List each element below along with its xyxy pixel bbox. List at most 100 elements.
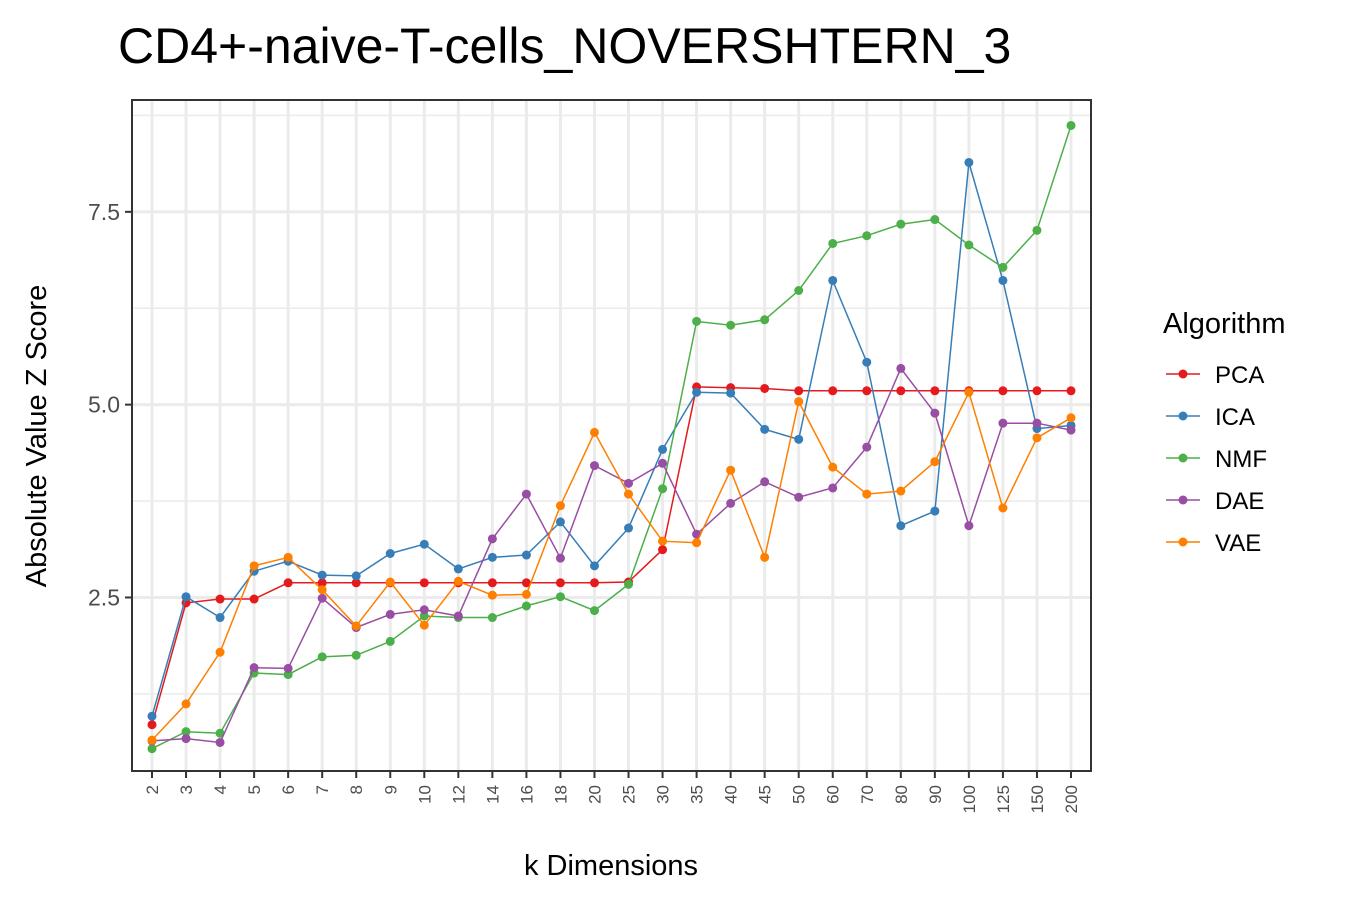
legend-item-pca: PCA bbox=[1166, 362, 1264, 389]
data-point-ica bbox=[862, 357, 872, 367]
data-point-ica bbox=[385, 549, 395, 559]
series-vae bbox=[147, 387, 1076, 745]
data-point-nmf bbox=[147, 744, 157, 754]
data-point-vae bbox=[215, 647, 225, 657]
data-point-nmf bbox=[215, 728, 225, 738]
legend-key-point bbox=[1178, 411, 1188, 421]
data-point-nmf bbox=[760, 315, 770, 325]
legend-title: Algorithm bbox=[1163, 308, 1286, 340]
x-tick-label: 30 bbox=[654, 785, 673, 804]
data-point-vae bbox=[521, 589, 531, 599]
data-point-dae bbox=[998, 418, 1008, 428]
data-point-dae bbox=[658, 458, 668, 468]
x-tick-label: 45 bbox=[756, 785, 775, 804]
legend-key-point bbox=[1178, 453, 1188, 463]
data-point-vae bbox=[930, 457, 940, 467]
data-point-ica bbox=[215, 613, 225, 623]
data-point-dae bbox=[794, 492, 804, 502]
data-point-nmf bbox=[487, 613, 497, 623]
x-tick-label: 4 bbox=[211, 785, 230, 794]
x-tick-label: 70 bbox=[858, 785, 877, 804]
x-tick-label: 50 bbox=[790, 785, 809, 804]
x-tick-label: 25 bbox=[620, 785, 639, 804]
data-point-pca bbox=[1032, 386, 1042, 396]
x-tick-label: 150 bbox=[1028, 785, 1047, 813]
data-point-ica bbox=[147, 711, 157, 721]
data-point-pca bbox=[589, 578, 599, 588]
data-point-ica bbox=[521, 550, 531, 560]
legend-label: NMF bbox=[1215, 446, 1267, 473]
data-point-nmf bbox=[726, 320, 736, 330]
data-point-vae bbox=[181, 699, 191, 709]
data-point-nmf bbox=[1032, 225, 1042, 235]
data-point-nmf bbox=[283, 670, 293, 680]
x-tick-label: 8 bbox=[347, 785, 366, 794]
data-point-ica bbox=[487, 552, 497, 562]
legend-key-point bbox=[1178, 495, 1188, 505]
x-tick-label: 40 bbox=[722, 785, 741, 804]
series-line-ica bbox=[151, 162, 1072, 717]
y-tick-label: 2.5 bbox=[88, 584, 120, 610]
data-point-vae bbox=[589, 427, 599, 437]
y-tick-label: 5.0 bbox=[88, 392, 120, 418]
data-point-nmf bbox=[589, 606, 599, 616]
data-point-vae bbox=[658, 536, 668, 546]
data-point-ica bbox=[896, 521, 906, 531]
data-point-vae bbox=[760, 552, 770, 562]
data-point-ica bbox=[453, 564, 463, 574]
data-point-dae bbox=[760, 477, 770, 487]
data-point-pca bbox=[828, 386, 838, 396]
x-tick-label: 20 bbox=[585, 785, 604, 804]
data-point-vae bbox=[828, 462, 838, 472]
data-point-vae bbox=[283, 552, 293, 562]
data-point-pca bbox=[487, 578, 497, 588]
data-point-vae bbox=[896, 486, 906, 496]
data-point-pca bbox=[419, 578, 429, 588]
data-point-pca bbox=[249, 594, 259, 604]
data-point-pca bbox=[215, 594, 225, 604]
legend-label: PCA bbox=[1215, 362, 1264, 389]
legend-item-vae: VAE bbox=[1166, 530, 1261, 557]
legend-key-point bbox=[1178, 369, 1188, 379]
legend-item-ica: ICA bbox=[1166, 404, 1255, 431]
data-point-ica bbox=[794, 434, 804, 444]
data-point-nmf bbox=[624, 579, 634, 589]
data-point-pca bbox=[794, 386, 804, 396]
data-point-nmf bbox=[964, 240, 974, 250]
data-point-dae bbox=[181, 734, 191, 744]
legend: Algorithm PCA ICA NMF DAE VAE bbox=[1163, 308, 1286, 557]
data-point-vae bbox=[453, 576, 463, 586]
data-point-pca bbox=[521, 578, 531, 588]
data-point-ica bbox=[351, 571, 361, 581]
data-point-dae bbox=[453, 611, 463, 621]
data-point-ica bbox=[964, 157, 974, 167]
data-point-ica bbox=[760, 424, 770, 434]
data-point-ica bbox=[658, 444, 668, 454]
data-point-vae bbox=[351, 621, 361, 631]
x-tick-label: 14 bbox=[483, 785, 502, 804]
data-point-ica bbox=[930, 506, 940, 516]
x-tick-label: 10 bbox=[415, 785, 434, 804]
data-point-vae bbox=[862, 489, 872, 499]
data-point-vae bbox=[555, 501, 565, 511]
legend-item-nmf: NMF bbox=[1166, 446, 1267, 473]
data-point-dae bbox=[589, 461, 599, 471]
legend-label: DAE bbox=[1215, 488, 1264, 515]
series-line-dae bbox=[151, 366, 1072, 744]
data-point-ica bbox=[692, 387, 702, 397]
chart-title: CD4+-naive-T-cells_NOVERSHTERN_3 bbox=[118, 18, 1011, 74]
data-point-nmf bbox=[1066, 120, 1076, 130]
x-tick-label: 60 bbox=[824, 785, 843, 804]
x-tick-label: 100 bbox=[960, 785, 979, 813]
data-point-ica bbox=[181, 592, 191, 602]
data-point-pca bbox=[862, 386, 872, 396]
data-point-ica bbox=[998, 275, 1008, 285]
data-point-dae bbox=[283, 663, 293, 673]
series-line-nmf bbox=[151, 125, 1072, 750]
x-tick-label: 35 bbox=[688, 785, 707, 804]
data-point-vae bbox=[726, 465, 736, 475]
data-point-dae bbox=[624, 478, 634, 488]
data-point-pca bbox=[317, 578, 327, 588]
data-point-pca bbox=[283, 578, 293, 588]
